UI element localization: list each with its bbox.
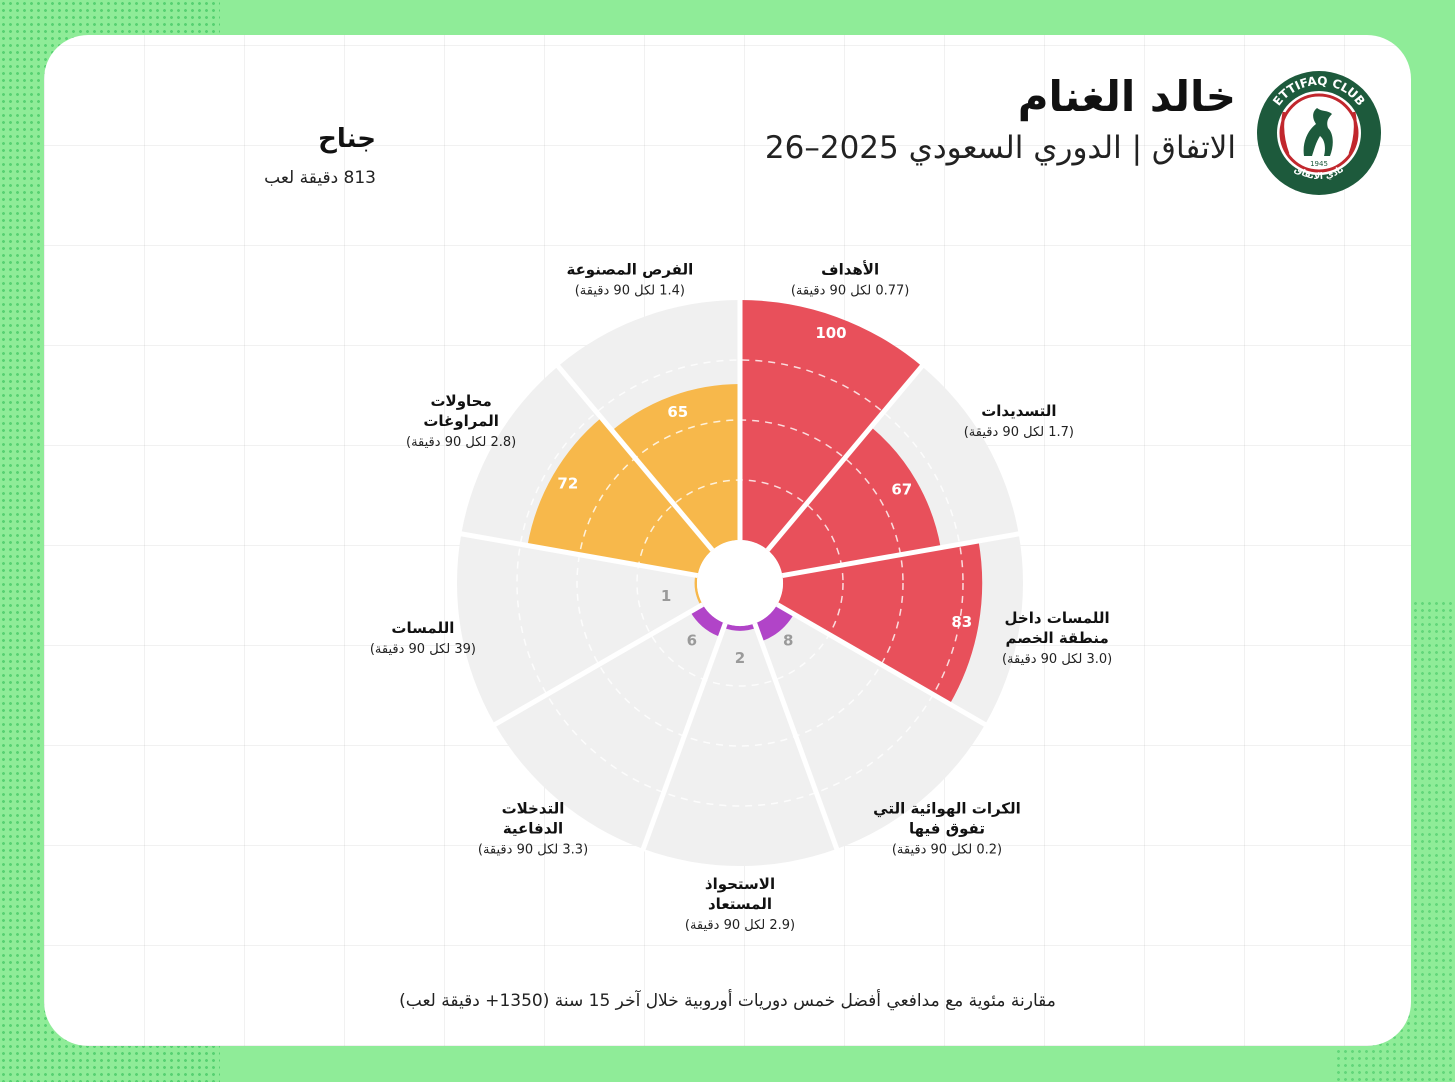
value-label: 8 xyxy=(783,631,793,649)
logo-year: 1945 xyxy=(1310,160,1328,168)
logo-inner-ring xyxy=(1279,93,1359,173)
club-logo: ETTIFAQ CLUB نادي الاتفاق 1945 xyxy=(1257,71,1381,195)
slice-separator xyxy=(752,622,840,852)
axis-per90: (0.2 لكل 90 دقيقة) xyxy=(892,843,1002,858)
player-name: خالد الغنام xyxy=(1017,72,1236,121)
axis-per90: (3.3 لكل 90 دقيقة) xyxy=(478,843,588,858)
slice-separator xyxy=(554,363,715,552)
center-hub xyxy=(697,540,783,626)
axis-label: اللمسات داخل منطقة الخصم xyxy=(1005,609,1110,647)
laurel-left xyxy=(1281,111,1290,155)
track-sector xyxy=(754,604,986,849)
axis-per90: (1.7 لكل 90 دقيقة) xyxy=(964,425,1074,440)
minutes-played: 813 دقيقة لعب xyxy=(264,168,376,188)
axis-per90: (1.4 لكل 90 دقيقة) xyxy=(575,283,685,298)
value-bar xyxy=(690,604,726,637)
value-bar xyxy=(777,540,983,705)
axis-per90: (2.9 لكل 90 دقيقة) xyxy=(685,918,795,933)
value-bar xyxy=(612,384,740,551)
value-label: 65 xyxy=(667,403,688,421)
slice-separator xyxy=(458,531,699,578)
value-bar xyxy=(694,575,703,606)
grid-ring xyxy=(516,359,964,807)
slice-separator xyxy=(781,531,1022,578)
value-label: 72 xyxy=(557,475,578,493)
axis-label: التدخلات الدفاعية xyxy=(502,800,565,838)
value-label: 2 xyxy=(735,649,745,667)
value-bar xyxy=(527,417,713,576)
value-label: 83 xyxy=(951,613,972,631)
slice-separator xyxy=(775,602,989,728)
chart-card xyxy=(44,35,1411,1046)
laurel-right xyxy=(1348,111,1357,155)
slice-separator xyxy=(765,363,926,552)
axis-per90: (39 لكل 90 دقيقة) xyxy=(370,642,476,657)
axis-per90: (0.77 لكل 90 دقيقة) xyxy=(791,283,910,298)
axis-label: الكرات الهوائية التي تفوق فيها xyxy=(873,800,1021,838)
track-sector xyxy=(494,604,726,849)
axis-label: الأهداف xyxy=(821,260,879,278)
axis-label: الاستحواذ المستعاد xyxy=(705,875,775,913)
slice-separator xyxy=(491,602,705,728)
axis-label: التسديدات xyxy=(981,402,1056,420)
value-bar xyxy=(754,604,794,642)
player-position: جناح xyxy=(318,124,376,154)
horse-emblem xyxy=(1303,108,1333,156)
track-sector xyxy=(643,623,837,866)
value-bar xyxy=(740,300,922,551)
axis-label: اللمسات xyxy=(391,619,454,637)
chart-footnote: مقارنة مئوية مع مدافعي أفضل خمس دوريات أ… xyxy=(399,991,1056,1011)
slice-separator xyxy=(640,622,728,852)
track-sector xyxy=(457,533,703,725)
value-label: 1 xyxy=(661,587,671,605)
team-league-season: الاتفاق | الدوري السعودي 2025–26 xyxy=(764,130,1236,166)
axis-per90: (2.8 لكل 90 دقيقة) xyxy=(406,435,516,450)
value-label: 67 xyxy=(891,481,912,499)
axis-per90: (3.0 لكل 90 دقيقة) xyxy=(1002,652,1112,667)
axis-label: الفرص المصنوعة xyxy=(566,260,693,278)
value-label: 6 xyxy=(687,631,697,649)
axis-label: محاولات المراوغات xyxy=(423,392,499,430)
value-bar xyxy=(723,623,757,631)
value-label: 100 xyxy=(815,324,846,342)
